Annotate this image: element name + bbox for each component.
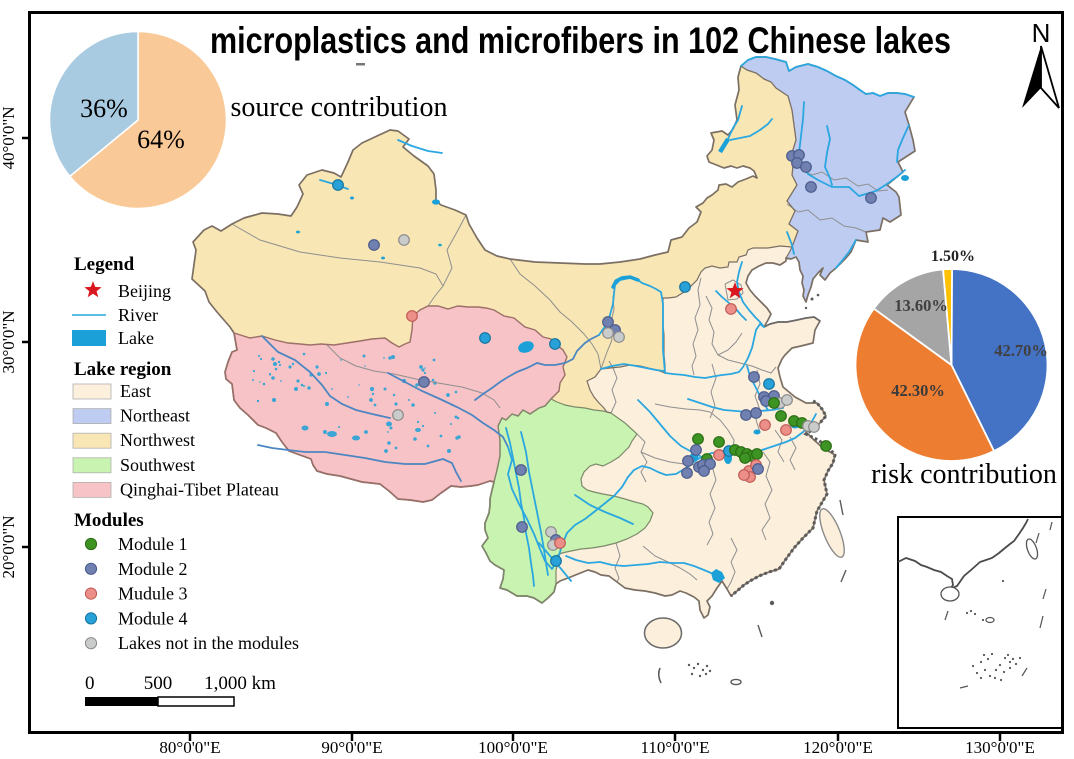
svg-text:Lake region: Lake region [74,359,172,380]
svg-text:Module 1: Module 1 [118,534,188,554]
svg-text:130°0'0"E: 130°0'0"E [965,738,1035,757]
svg-text:80°0'0"E: 80°0'0"E [159,738,220,757]
svg-text:64%: 64% [137,125,185,154]
svg-text:microplastics and microfibers: microplastics and microfibers in 102 Chi… [210,20,951,61]
svg-text:Module 4: Module 4 [118,608,188,628]
svg-text:source contribution: source contribution [231,92,448,123]
svg-text:120°0'0"E: 120°0'0"E [803,738,873,757]
svg-text:River: River [118,305,158,325]
svg-text:Northwest: Northwest [120,430,195,450]
svg-text:Southwest: Southwest [120,455,195,475]
svg-text:Mudule 3: Mudule 3 [118,584,188,604]
svg-text:20°0'0"N: 20°0'0"N [0,515,18,578]
svg-text:42.30%: 42.30% [891,381,945,400]
svg-text:N: N [1032,18,1051,48]
svg-text:Lakes not in the modules: Lakes not in the modules [118,633,299,653]
svg-text:Beijing: Beijing [118,281,171,301]
svg-text:13.60%: 13.60% [894,296,948,315]
svg-text:Qinghai-Tibet Plateau: Qinghai-Tibet Plateau [120,479,279,499]
svg-text:1.50%: 1.50% [931,248,975,265]
svg-text:100°0'0"E: 100°0'0"E [478,738,548,757]
svg-text:30°0'0"N: 30°0'0"N [0,310,18,373]
svg-text:90°0'0"E: 90°0'0"E [321,738,382,757]
svg-text:Module 2: Module 2 [118,559,188,579]
svg-text:42.70%: 42.70% [994,341,1048,360]
svg-text:Legend: Legend [74,254,135,275]
svg-text:East: East [120,381,151,401]
svg-text:Northeast: Northeast [120,406,190,426]
svg-text:0: 0 [85,673,95,694]
svg-text:110°0'0"E: 110°0'0"E [640,738,709,757]
svg-text:1,000 km: 1,000 km [204,673,276,694]
svg-text:risk contribution: risk contribution [871,459,1057,490]
svg-text:Lake: Lake [118,328,154,348]
svg-text:500: 500 [144,673,173,694]
svg-text:36%: 36% [80,94,128,123]
svg-text:Modules: Modules [74,510,144,531]
svg-text:40°0'0"N: 40°0'0"N [0,106,18,169]
